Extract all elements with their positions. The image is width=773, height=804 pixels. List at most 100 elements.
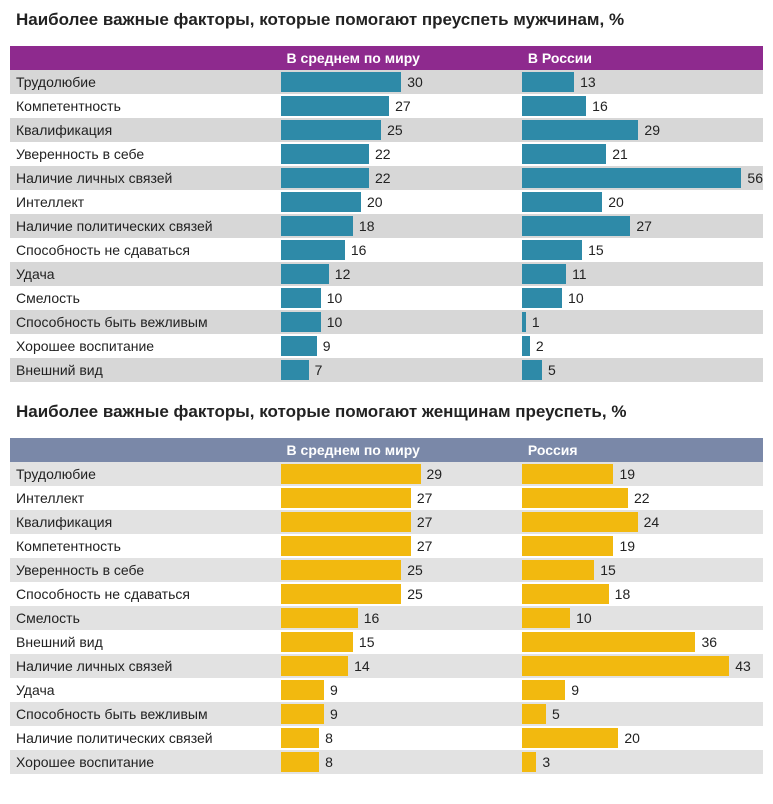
bar xyxy=(522,288,562,308)
bar xyxy=(281,632,353,652)
header-label-cell xyxy=(10,46,281,70)
table-row: Смелость1010 xyxy=(10,286,763,310)
bar xyxy=(281,360,309,380)
bar-cell: 2 xyxy=(522,334,763,358)
bar xyxy=(522,488,628,508)
bar xyxy=(281,240,345,260)
bar xyxy=(281,752,320,772)
bar-value: 20 xyxy=(624,730,640,746)
row-label: Интеллект xyxy=(10,486,281,510)
bar-value: 10 xyxy=(568,290,584,306)
header-column: В России xyxy=(522,46,763,70)
bar-cell: 15 xyxy=(522,238,763,262)
bar-cell: 22 xyxy=(281,166,522,190)
row-label: Удача xyxy=(10,262,281,286)
bar-value: 13 xyxy=(580,74,596,90)
bar-value: 9 xyxy=(571,682,579,698)
bar xyxy=(522,336,530,356)
bar-value: 21 xyxy=(612,146,628,162)
bar-value: 1 xyxy=(532,314,540,330)
table-row: Интеллект2020 xyxy=(10,190,763,214)
table-row: Квалификация2724 xyxy=(10,510,763,534)
table-row: Уверенность в себе 22 21 xyxy=(10,142,763,166)
bar-value: 11 xyxy=(572,266,587,282)
bar-value: 27 xyxy=(395,98,411,114)
bar xyxy=(281,608,358,628)
bar-value: 56 xyxy=(747,170,763,186)
bar xyxy=(281,312,321,332)
bar xyxy=(522,560,594,580)
bar xyxy=(522,728,618,748)
row-label: Наличие политических связей xyxy=(10,214,281,238)
bar-value: 16 xyxy=(351,242,367,258)
bar-cell: 25 xyxy=(281,582,522,606)
row-label: Интеллект xyxy=(10,190,281,214)
bar xyxy=(522,144,606,164)
chart-table: В среднем по мируРоссияТрудолюбие2919Инт… xyxy=(10,438,763,774)
bar xyxy=(281,584,402,604)
bar-value: 15 xyxy=(588,242,604,258)
chart-title: Наиболее важные факторы, которые помогаю… xyxy=(10,10,763,30)
table-row: Квалификация2529 xyxy=(10,118,763,142)
bar xyxy=(522,512,638,532)
bar-cell: 8 xyxy=(281,726,522,750)
table-row: Интеллект2722 xyxy=(10,486,763,510)
bar-value: 22 xyxy=(375,146,391,162)
bar-cell: 9 xyxy=(281,678,522,702)
table-row: Уверенность в себе2515 xyxy=(10,558,763,582)
bar xyxy=(522,216,631,236)
bar-value: 3 xyxy=(542,754,550,770)
chart-block: Наиболее важные факторы, которые помогаю… xyxy=(10,402,763,774)
bar-value: 10 xyxy=(576,610,592,626)
bar-cell: 16 xyxy=(281,238,522,262)
table-row: Хорошее воспитание92 xyxy=(10,334,763,358)
bar-value: 14 xyxy=(354,658,370,674)
bar-cell: 19 xyxy=(522,462,763,486)
bar-value: 19 xyxy=(619,466,635,482)
row-label: Хорошее воспитание xyxy=(10,750,281,774)
bar xyxy=(522,584,609,604)
row-label: Способность быть вежливым xyxy=(10,702,281,726)
bar-cell: 9 xyxy=(281,334,522,358)
table-row: Компетентность2719 xyxy=(10,534,763,558)
table-row: Хорошее воспитание83 xyxy=(10,750,763,774)
row-label: Способность быть вежливым xyxy=(10,310,281,334)
bar-value: 12 xyxy=(335,266,351,282)
bar-cell: 14 xyxy=(281,654,522,678)
bar-cell: 24 xyxy=(522,510,763,534)
table-row: Наличие политических связей820 xyxy=(10,726,763,750)
bar-value: 20 xyxy=(367,194,383,210)
bar xyxy=(281,464,421,484)
bar-value: 43 xyxy=(735,658,751,674)
table-row: Наличие политических связей1827 xyxy=(10,214,763,238)
bar xyxy=(522,312,526,332)
bar-cell: 19 xyxy=(522,534,763,558)
row-label: Уверенность в себе xyxy=(10,142,281,166)
table-row: Трудолюбие3013 xyxy=(10,70,763,94)
bar-value: 27 xyxy=(417,490,433,506)
bar-cell: 15 xyxy=(522,558,763,582)
row-label: Способность не сдаваться xyxy=(10,582,281,606)
bar-value: 24 xyxy=(644,514,660,530)
bar-cell: 43 xyxy=(522,654,763,678)
bar-cell: 3 xyxy=(522,750,763,774)
bar-cell: 27 xyxy=(281,510,522,534)
row-label: Компетентность xyxy=(10,94,281,118)
bar-cell: 30 xyxy=(281,70,522,94)
bar xyxy=(522,464,614,484)
bar xyxy=(281,656,349,676)
bar-cell: 20 xyxy=(522,726,763,750)
bar-cell: 15 xyxy=(281,630,522,654)
bar xyxy=(522,72,574,92)
row-label: Наличие личных связей xyxy=(10,654,281,678)
bar-value: 29 xyxy=(427,466,443,482)
bar-cell: 56 xyxy=(522,166,763,190)
row-label: Удача xyxy=(10,678,281,702)
bar xyxy=(281,512,411,532)
bar-cell: 5 xyxy=(522,702,763,726)
chart-title: Наиболее важные факторы, которые помогаю… xyxy=(10,402,763,422)
bar xyxy=(522,120,639,140)
bar-value: 27 xyxy=(636,218,652,234)
header-column: В среднем по миру xyxy=(281,438,522,462)
bar-value: 2 xyxy=(536,338,544,354)
